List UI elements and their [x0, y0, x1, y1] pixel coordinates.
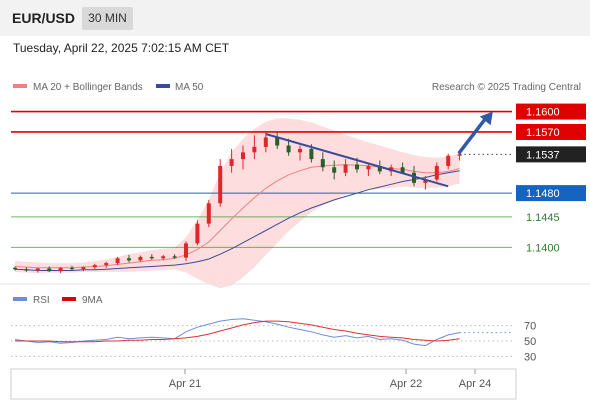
credit-label: Research © 2025 Trading Central [432, 82, 581, 93]
x-tick-label: Apr 22 [390, 378, 422, 390]
legend-rsi-ma-label: 9MA [82, 295, 103, 306]
candle-body [400, 167, 405, 173]
candle-body [377, 165, 382, 172]
candle-body [172, 256, 177, 258]
candle-body [24, 269, 29, 271]
legend-ma20-label: MA 20 + Bollinger Bands [33, 82, 143, 93]
legend-rsi-label: RSI [33, 295, 50, 306]
level-labels-layer: 1.1600 1.1570 1.1537 1.1480 1.1445 1.1400 [516, 103, 586, 254]
level-label-resistance: 1.1600 [526, 107, 560, 119]
candle-body [275, 137, 280, 146]
x-axis-layer: Apr 21 Apr 22 Apr 24 [169, 369, 491, 390]
x-axis-frame [10, 368, 517, 400]
candle-body [104, 263, 109, 266]
trendline [265, 133, 449, 188]
bollinger-layer [15, 118, 460, 289]
bollinger-band-area [15, 118, 460, 289]
candle-body [70, 267, 74, 270]
candle-body [298, 148, 302, 153]
candle-body [184, 243, 188, 258]
datetime-label: Tuesday, April 22, 2025 7:02:15 AM CET [13, 41, 230, 55]
candle-body [355, 164, 359, 170]
level-badge-resistance [516, 123, 586, 140]
candle-body [241, 152, 245, 160]
candle-body [13, 267, 17, 270]
ma50-line [14, 170, 460, 271]
legend-rsi-swatch [13, 297, 27, 301]
candle-body [332, 167, 337, 173]
candle-body [195, 223, 200, 244]
candle-body [457, 154, 462, 156]
rsi-ma-line [15, 320, 460, 343]
symbol-label: EUR/USD [12, 10, 76, 26]
legend-rsi-ma-swatch [62, 297, 76, 301]
candle-body [127, 258, 131, 261]
level-badge-current [516, 146, 586, 163]
rsi-line [14, 318, 460, 347]
candle-body [218, 165, 223, 204]
level-badge-resistance [516, 103, 586, 120]
level-label-target: 1.1400 [526, 242, 560, 254]
legend-ma50-label: MA 50 [175, 82, 204, 93]
candle-body [252, 146, 257, 153]
x-tick-label: Apr 21 [169, 378, 201, 390]
overlay-layer [265, 111, 493, 188]
candle-body [161, 256, 166, 259]
legend-ma50-swatch [156, 84, 170, 88]
candle-body [263, 137, 268, 147]
candle-body [81, 267, 86, 270]
level-label-target: 1.1445 [526, 212, 560, 224]
candle-body [206, 203, 211, 224]
candle-body [343, 164, 348, 173]
level-label-support: 1.1480 [526, 188, 560, 200]
candle-body [35, 268, 40, 271]
timeframe-button[interactable]: 30 MIN [82, 7, 133, 30]
candle-body [286, 145, 291, 153]
legend-ma20-swatch [13, 84, 27, 88]
candle-body [58, 267, 63, 272]
header-bar: EUR/USD 30 MIN [0, 0, 590, 36]
candle-body [434, 165, 439, 180]
candles-layer [13, 131, 462, 274]
rsi-tick-label: 30 [524, 351, 536, 363]
rsi-tick-label: 50 [524, 336, 536, 348]
forecast-arrow-shaft [457, 113, 490, 155]
candle-body [446, 155, 451, 166]
level-badge-support [516, 185, 586, 202]
candle-body [92, 265, 97, 268]
levels-layer [11, 110, 512, 248]
candle-body [115, 258, 120, 264]
candle-body [229, 159, 234, 166]
candle-body [423, 179, 428, 183]
forecast-arrow-head [479, 111, 493, 126]
level-label-resistance: 1.1570 [526, 127, 560, 139]
candle-body [412, 172, 416, 183]
candle-body [366, 165, 371, 170]
rsi-tick-label: 70 [524, 321, 536, 333]
candle-body [309, 148, 314, 160]
candle-body [138, 256, 143, 261]
candle-body [320, 159, 325, 168]
rsi-layer: 70 50 30 [11, 318, 536, 363]
x-tick-label: Apr 24 [459, 378, 491, 390]
level-label-current: 1.1537 [526, 149, 560, 161]
candle-body [149, 256, 154, 259]
candle-body [47, 268, 52, 272]
